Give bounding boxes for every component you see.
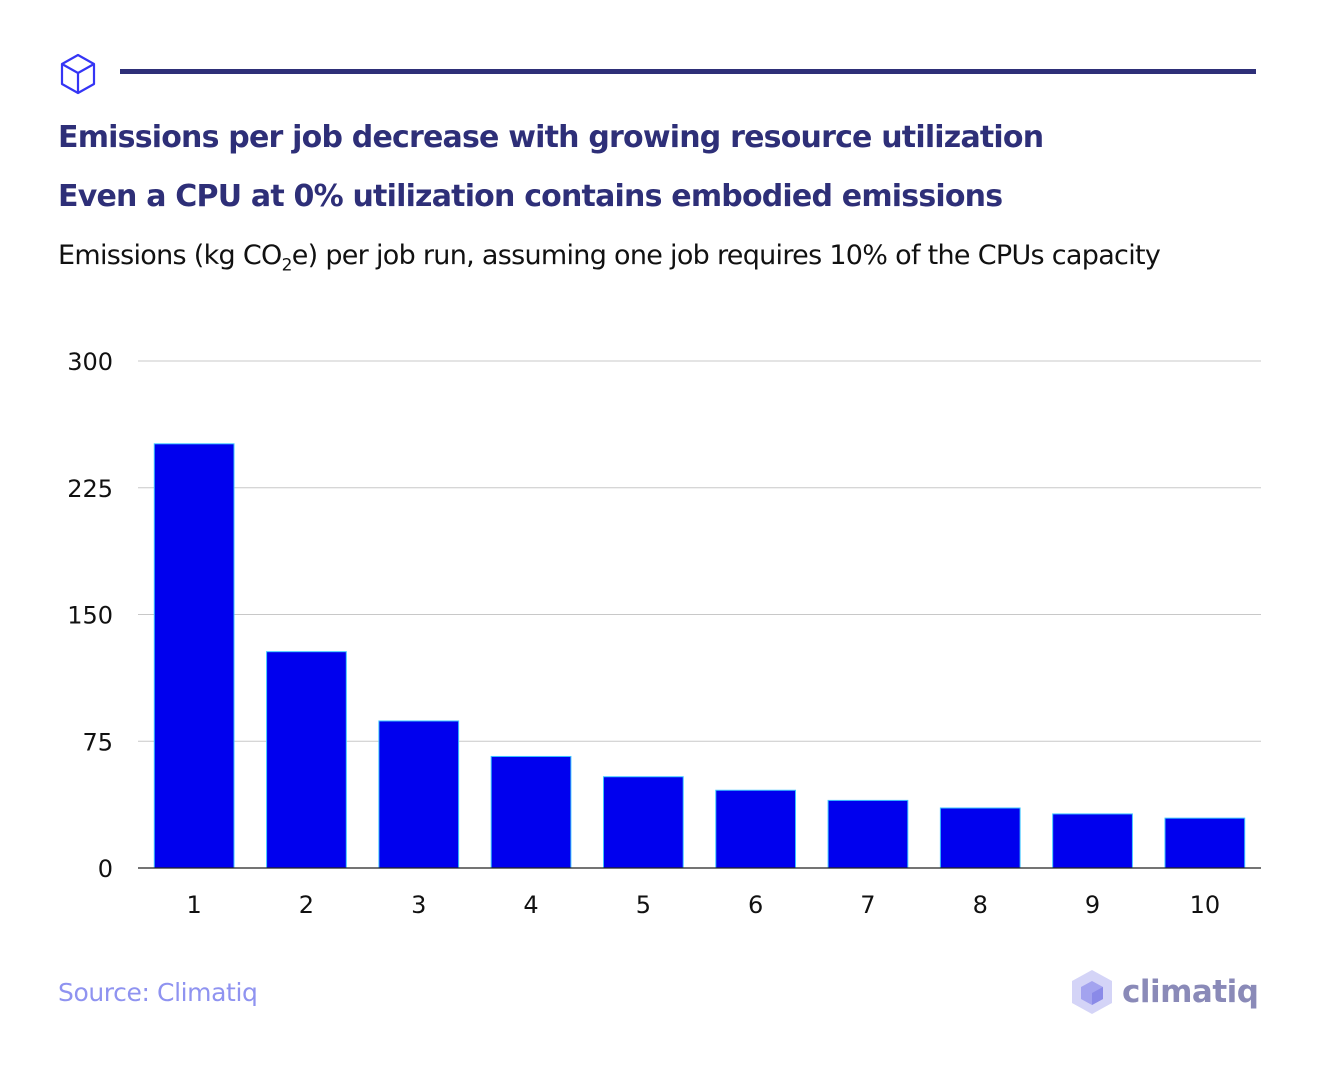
y-tick-label: 225 [67, 475, 113, 503]
logo-text: climatiq [1122, 974, 1259, 1010]
bar [827, 799, 909, 869]
x-tick-label: 8 [973, 891, 988, 919]
bar [490, 755, 572, 869]
bar [1052, 813, 1133, 869]
description-text-end: e) per job run, assuming one job require… [291, 240, 1161, 271]
header-rule [120, 69, 1256, 74]
y-tick-label: 0 [98, 855, 113, 883]
x-tick-label: 5 [636, 891, 651, 919]
x-tick-label: 9 [1085, 891, 1100, 919]
climatiq-logo: climatiq [1070, 968, 1259, 1016]
x-tick-label: 3 [411, 891, 426, 919]
chart-title: Emissions per job decrease with growing … [58, 120, 1044, 155]
bar [602, 776, 684, 869]
chart-subtitle: Even a CPU at 0% utilization contains em… [58, 179, 1003, 214]
x-tick-label: 6 [748, 891, 763, 919]
y-tick-label: 150 [67, 602, 113, 630]
cube-icon [58, 52, 98, 100]
bar [153, 443, 235, 869]
y-tick-label: 75 [82, 728, 113, 756]
x-tick-label: 4 [523, 891, 538, 919]
x-tick-label: 1 [187, 891, 202, 919]
source-label: Source: Climatiq [58, 978, 258, 1007]
bar [715, 789, 797, 869]
x-tick-label: 10 [1190, 891, 1221, 919]
bar [378, 720, 460, 869]
y-tick-label: 300 [67, 348, 113, 376]
chart-description: Emissions (kg CO2e) per job run, assumin… [58, 240, 1161, 276]
x-tick-label: 2 [299, 891, 314, 919]
x-tick-label: 7 [860, 891, 875, 919]
bar [266, 651, 347, 869]
bar [1164, 817, 1246, 869]
bar [939, 807, 1021, 869]
description-subscript: 2 [281, 255, 293, 276]
logo-cube-icon [1072, 970, 1112, 1014]
description-text: Emissions (kg CO [58, 240, 282, 271]
